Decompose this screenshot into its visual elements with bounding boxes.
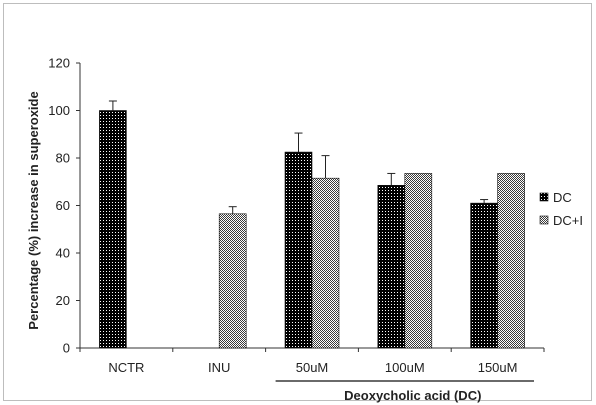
y-tick-label: 100 <box>48 103 70 118</box>
bar <box>378 185 405 348</box>
y-tick-label: 120 <box>48 56 70 71</box>
legend-swatch <box>540 216 548 224</box>
y-tick-label: 0 <box>63 341 70 356</box>
y-tick-label: 80 <box>56 151 70 166</box>
legend-swatch <box>540 193 548 201</box>
bar <box>312 178 339 348</box>
x-tick-label: INU <box>208 360 230 375</box>
bar <box>471 203 498 348</box>
group-label: Deoxycholic acid (DC) <box>344 388 481 403</box>
bars <box>99 111 524 349</box>
x-tick-label: 150uM <box>478 360 518 375</box>
x-tick-label: 100uM <box>385 360 425 375</box>
legend-label: DC <box>553 190 572 205</box>
y-tick-label: 20 <box>56 293 70 308</box>
legend-label: DC+I <box>553 213 583 228</box>
bar <box>99 111 126 349</box>
x-tick-label: 50uM <box>296 360 329 375</box>
y-tick-label: 40 <box>56 246 70 261</box>
y-axis-label: Percentage (%) increase in superoxide <box>26 91 41 329</box>
x-tick-label: NCTR <box>108 360 144 375</box>
bar <box>219 214 246 348</box>
bar <box>285 152 312 348</box>
bar <box>498 173 525 348</box>
bar <box>405 173 432 348</box>
y-tick-label: 60 <box>56 198 70 213</box>
legend: DC DC+I <box>540 190 583 228</box>
